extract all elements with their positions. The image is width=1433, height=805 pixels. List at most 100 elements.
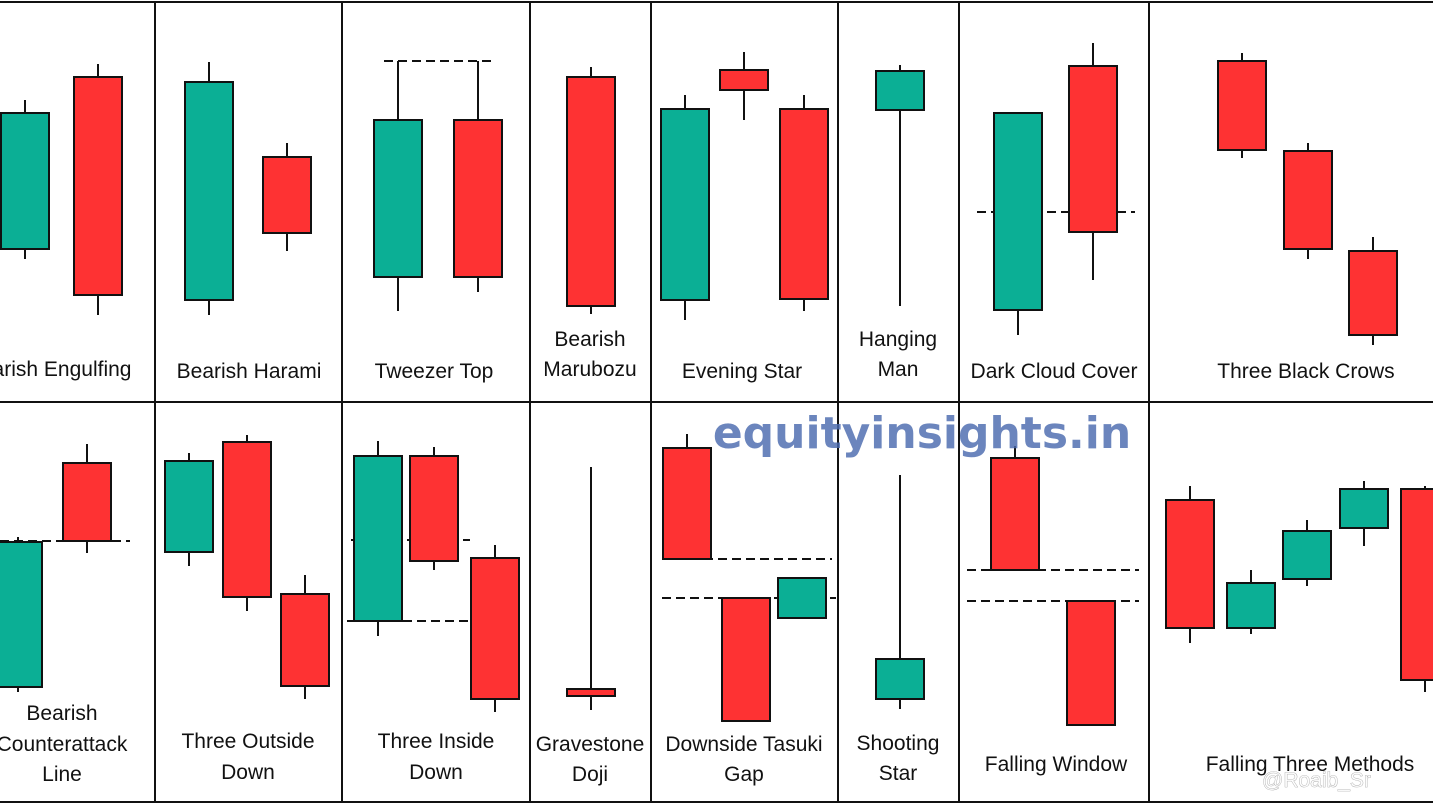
bullish-candle <box>0 537 43 692</box>
candle-body <box>0 541 43 688</box>
pattern-title: Counterattack <box>0 733 128 756</box>
pattern-falling-window: Falling Window <box>967 446 1139 776</box>
candle-body <box>993 112 1043 311</box>
bullish-candle <box>1282 520 1332 586</box>
bearish-candle <box>262 143 312 251</box>
pattern-evening-star: Evening Star <box>660 52 829 383</box>
candle-body <box>1226 582 1276 629</box>
candle-body <box>164 460 214 553</box>
pattern-title: Tweezer Top <box>375 360 494 383</box>
pattern-bearish-harami: Bearish Harami <box>177 62 322 383</box>
candle-body <box>280 593 330 687</box>
bearish-candle <box>990 446 1040 571</box>
pattern-title: Downside Tasuki <box>665 733 822 756</box>
pattern-title: arish Engulfing <box>0 358 131 381</box>
pattern-title: Bearish <box>26 702 97 725</box>
candle-body <box>566 688 616 697</box>
candle-body <box>875 70 925 111</box>
candle-body <box>0 112 50 250</box>
pattern-title: Line <box>42 763 82 786</box>
pattern-falling-three-methods: Falling Three Methods <box>1165 481 1433 776</box>
candle-body <box>660 108 710 301</box>
bullish-candle <box>875 65 925 306</box>
candle-body <box>453 119 503 278</box>
bearish-candle <box>566 67 616 314</box>
pattern-gravestone-doji: Gravestone Doji <box>536 467 645 786</box>
bearish-candle <box>721 597 771 722</box>
bullish-candle <box>373 61 423 311</box>
candle-body <box>1339 488 1389 529</box>
pattern-hanging-man: Hanging Man <box>859 65 937 381</box>
bullish-candle <box>184 62 234 315</box>
candle-body <box>721 597 771 722</box>
bullish-candle <box>660 95 710 320</box>
bearish-candle <box>1165 486 1215 643</box>
candle-body <box>262 156 312 234</box>
pattern-title: Falling Window <box>985 753 1128 776</box>
candle-body <box>875 658 925 700</box>
pattern-three-black-crows: Three Black Crows <box>1217 53 1398 383</box>
bullish-candle <box>993 112 1043 335</box>
candle-body <box>470 557 520 700</box>
candle-body <box>779 108 829 300</box>
bullish-candle <box>164 453 214 566</box>
bearish-candle <box>1400 486 1433 692</box>
candle-body <box>990 457 1040 571</box>
bearish-candle <box>409 447 459 570</box>
pattern-title: Down <box>221 761 275 784</box>
pattern-three-inside-down: Three Inside Down <box>347 441 520 784</box>
pattern-downside-tasuki-gap: Downside Tasuki Gap <box>662 434 836 786</box>
pattern-title: Gap <box>724 763 764 786</box>
bullish-candle <box>875 475 925 709</box>
candle-body <box>1068 65 1118 233</box>
bullish-candle <box>353 441 403 636</box>
candle-body <box>1283 150 1333 250</box>
candle-body <box>1400 488 1433 681</box>
pattern-title: Bearish <box>554 328 625 351</box>
bearish-candle <box>1066 600 1116 726</box>
candle-body <box>222 441 272 598</box>
pattern-bearish-engulfing: arish Engulfing <box>0 64 131 381</box>
candle-body <box>1282 530 1332 580</box>
candle-body <box>73 76 123 296</box>
pattern-bearish-marubozu: Bearish Marubozu <box>543 67 637 381</box>
bearish-candle <box>280 575 330 699</box>
bearish-candle <box>470 545 520 712</box>
bearish-candle <box>719 52 769 120</box>
pattern-three-outside-down: Three Outside Down <box>164 435 330 784</box>
bearish-candle <box>779 95 829 311</box>
bullish-candle <box>1339 481 1389 546</box>
bullish-candle <box>777 577 827 619</box>
pattern-title: Falling Three Methods <box>1206 753 1415 776</box>
pattern-title: Bearish Harami <box>177 360 322 383</box>
pattern-title: Doji <box>572 763 608 786</box>
candle-body <box>777 577 827 619</box>
pattern-tweezer-top: Tweezer Top <box>373 60 503 383</box>
pattern-title: Shooting <box>857 732 940 755</box>
candle-body <box>373 119 423 278</box>
pattern-title: Evening Star <box>682 360 802 383</box>
bearish-candle <box>62 444 112 553</box>
pattern-title: Gravestone <box>536 733 645 756</box>
candle-body <box>1348 250 1398 336</box>
pattern-title: Hanging <box>859 328 937 351</box>
bullish-candle <box>1226 570 1276 634</box>
pattern-bearish-counterattack-line: Bearish Counterattack Line <box>0 444 130 786</box>
pattern-dark-cloud-cover: Dark Cloud Cover <box>971 43 1138 383</box>
bearish-candle <box>1283 143 1333 259</box>
pattern-title: Man <box>878 358 919 381</box>
pattern-title: Marubozu <box>543 358 636 381</box>
bullish-candle <box>0 100 50 259</box>
bearish-candle <box>453 61 503 292</box>
watermark-text: equityinsights.in <box>713 408 1131 459</box>
pattern-title: Three Inside <box>378 730 495 753</box>
corner-watermark: @Roaib_Sr <box>1262 769 1371 792</box>
bearish-candle <box>1348 237 1398 345</box>
candle-body <box>566 76 616 307</box>
bearish-candle <box>222 435 272 611</box>
candle-body <box>1217 60 1267 151</box>
candle-body <box>409 455 459 562</box>
pattern-title: Dark Cloud Cover <box>971 360 1138 383</box>
